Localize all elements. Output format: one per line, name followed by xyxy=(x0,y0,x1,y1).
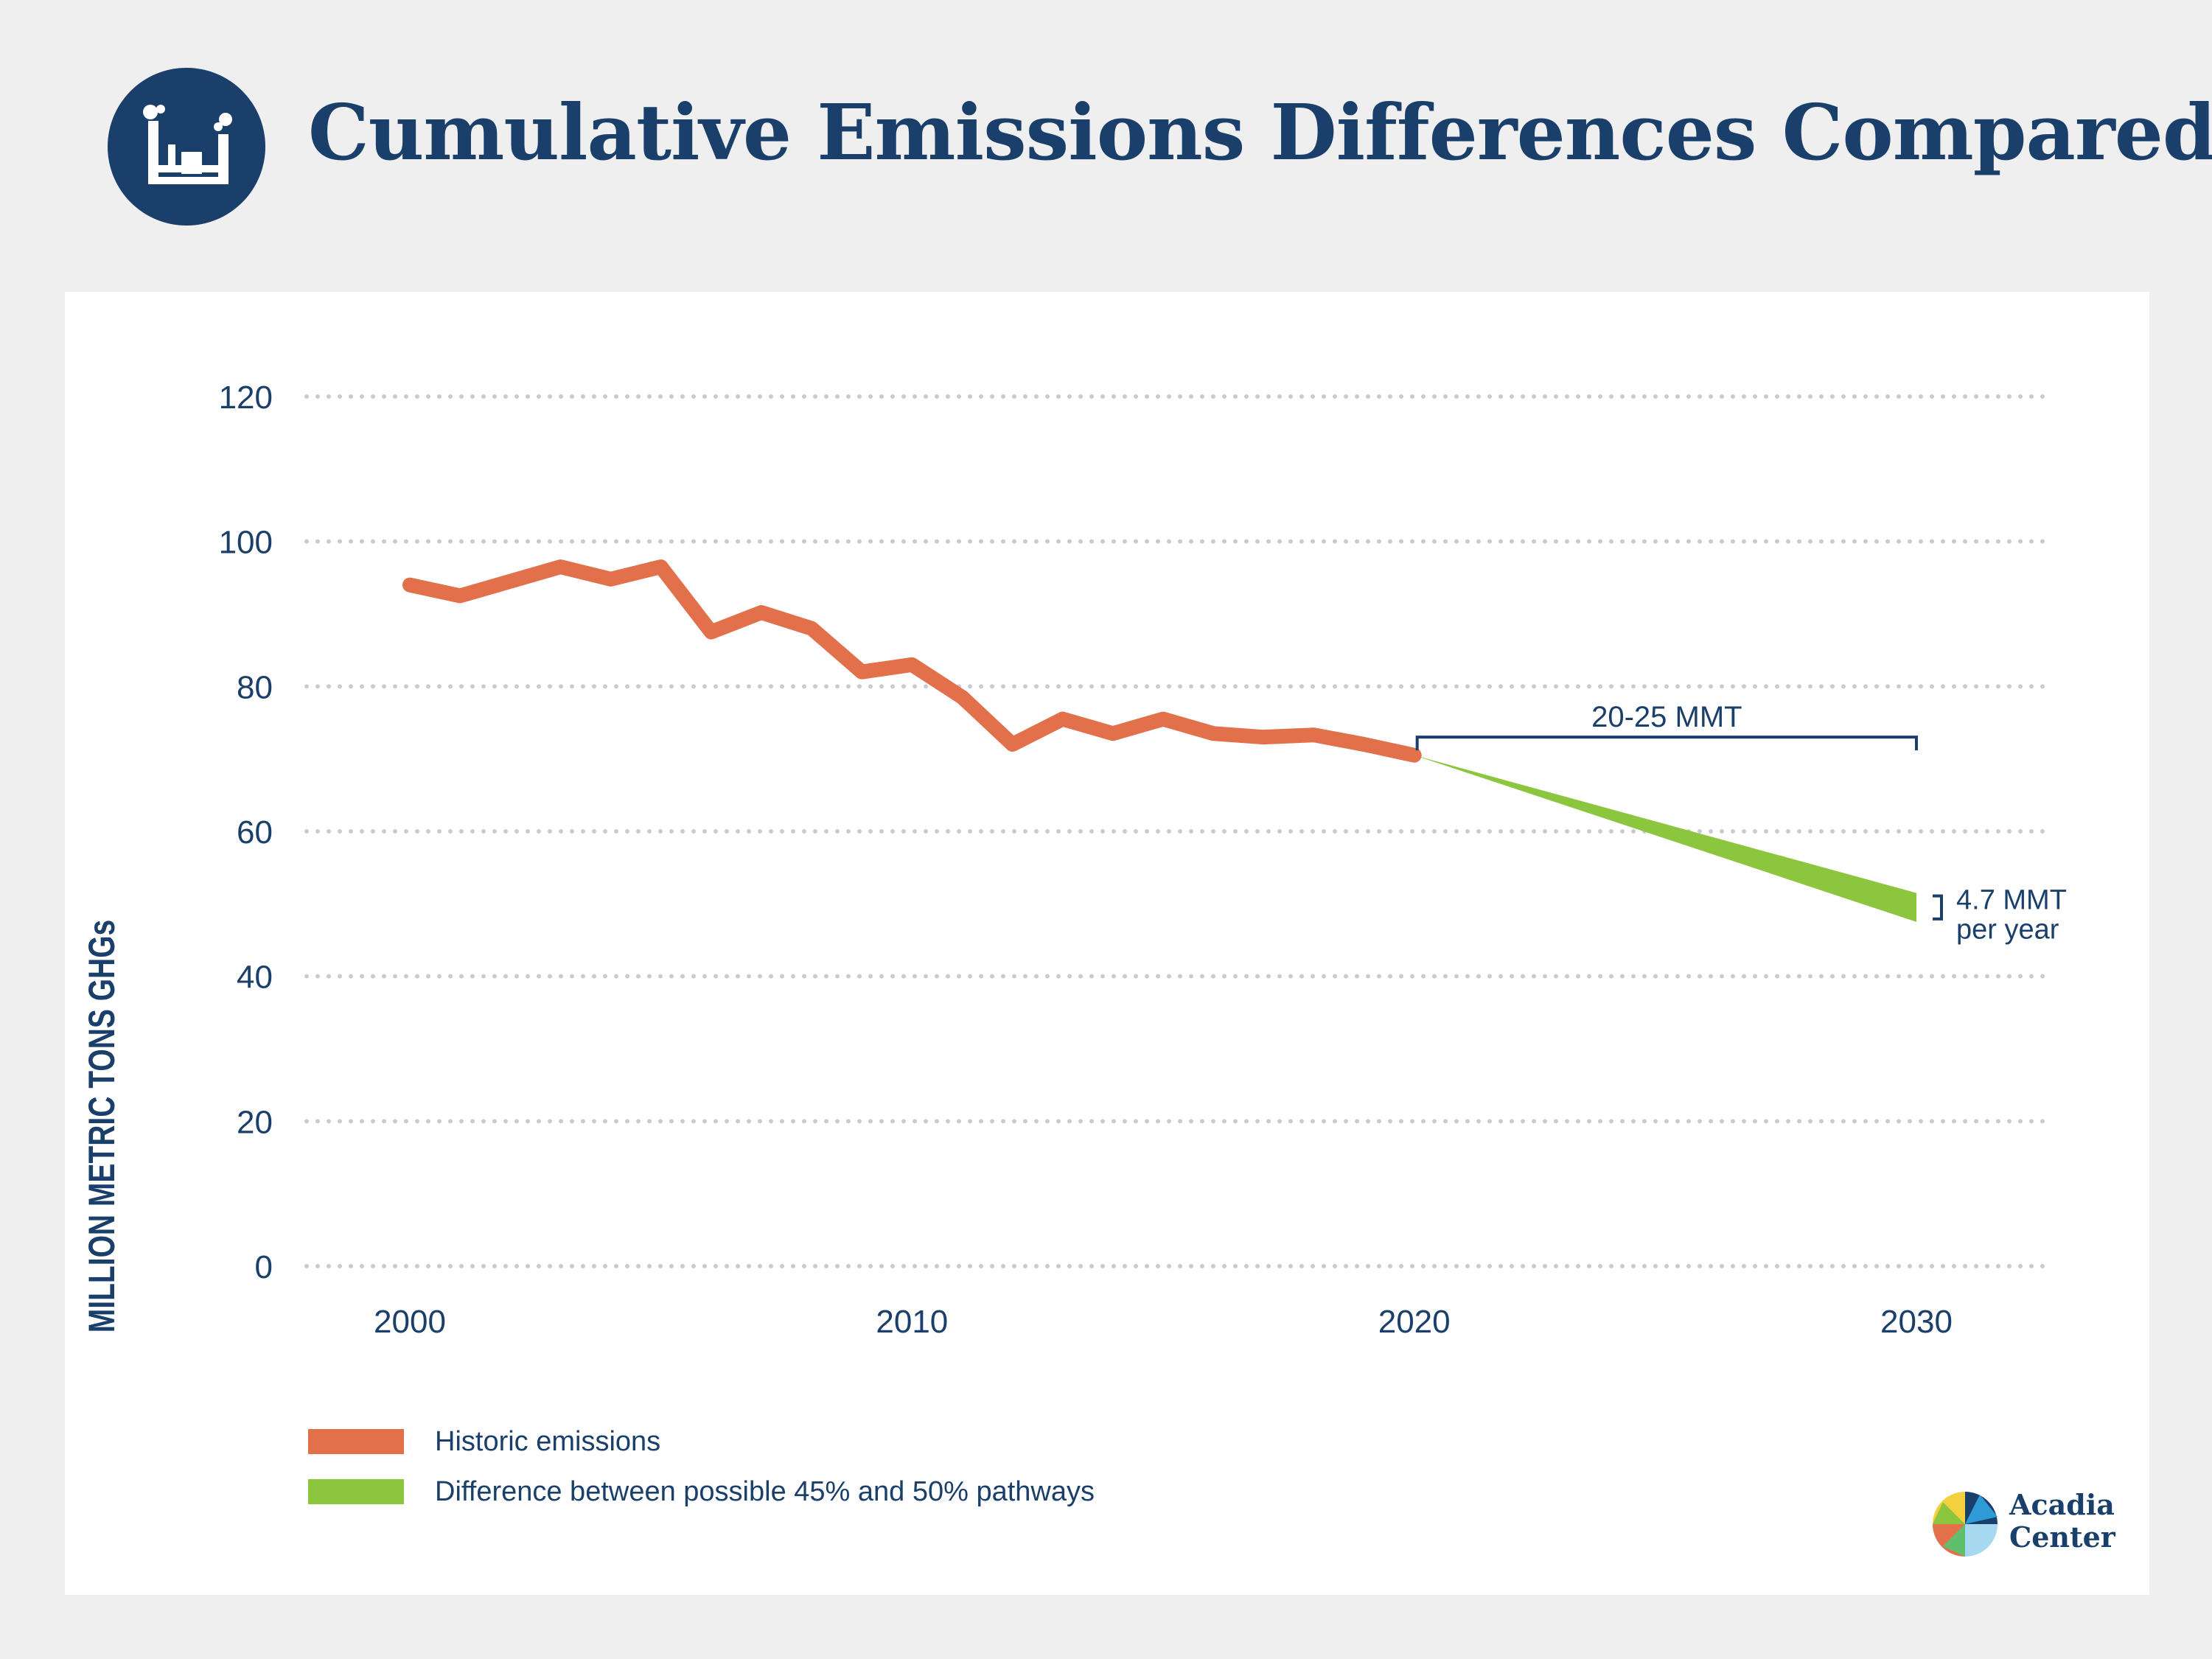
y-tick-label: 40 xyxy=(237,960,273,996)
acadia-leaf-icon xyxy=(1933,1492,1998,1557)
per-year-label-line2: per year xyxy=(1956,915,2059,946)
y-tick-label: 60 xyxy=(237,814,273,851)
range-bracket-20-25 xyxy=(1415,736,1918,751)
chart-card: 0 20 40 60 80 100 120 2000 2010 2020 2030 20-25 MM… xyxy=(65,292,2149,1595)
y-tick-label: 120 xyxy=(219,380,273,416)
legend: Historic emissions Difference between po… xyxy=(308,1417,1095,1517)
legend-label-pathway: Difference between possible 45% and 50% … xyxy=(435,1475,1095,1507)
acadia-center-logo: Acadia Center xyxy=(1928,1487,2127,1561)
legend-swatch-historic xyxy=(308,1429,404,1454)
y-tick-label: 100 xyxy=(219,525,273,561)
legend-swatch-pathway xyxy=(308,1479,404,1504)
logo-text-line2: Center xyxy=(2009,1520,2115,1554)
page-title: Cumulative Emissions Differences Compare… xyxy=(308,87,2212,178)
x-tick-label: 2030 xyxy=(1880,1304,1953,1340)
logo-text-line1: Acadia xyxy=(2009,1488,2115,1521)
legend-label-historic: Historic emissions xyxy=(435,1425,661,1457)
y-axis-label: MILLION METRIC TONS GHGs xyxy=(81,919,122,1333)
pathway-band xyxy=(1414,755,1916,922)
per-year-label-line1: 4.7 MMT xyxy=(1956,885,2067,916)
y-tick-label: 0 xyxy=(255,1249,273,1285)
legend-item-historic: Historic emissions xyxy=(308,1417,1095,1467)
per-year-bracket xyxy=(1933,894,1943,921)
historic-emissions-line xyxy=(402,559,1422,763)
y-tick-label: 80 xyxy=(237,669,273,705)
y-tick-label: 20 xyxy=(237,1104,273,1140)
x-tick-label: 2020 xyxy=(1378,1304,1451,1340)
x-tick-label: 2000 xyxy=(374,1304,446,1340)
legend-item-pathway: Difference between possible 45% and 50% … xyxy=(308,1467,1095,1517)
factory-icon xyxy=(108,68,265,226)
emissions-chart: 0 20 40 60 80 100 120 2000 2010 2020 2030 20-25 MM… xyxy=(219,380,2067,1340)
range-label-20-25: 20-25 MMT xyxy=(1591,701,1742,733)
x-tick-label: 2010 xyxy=(876,1304,948,1340)
